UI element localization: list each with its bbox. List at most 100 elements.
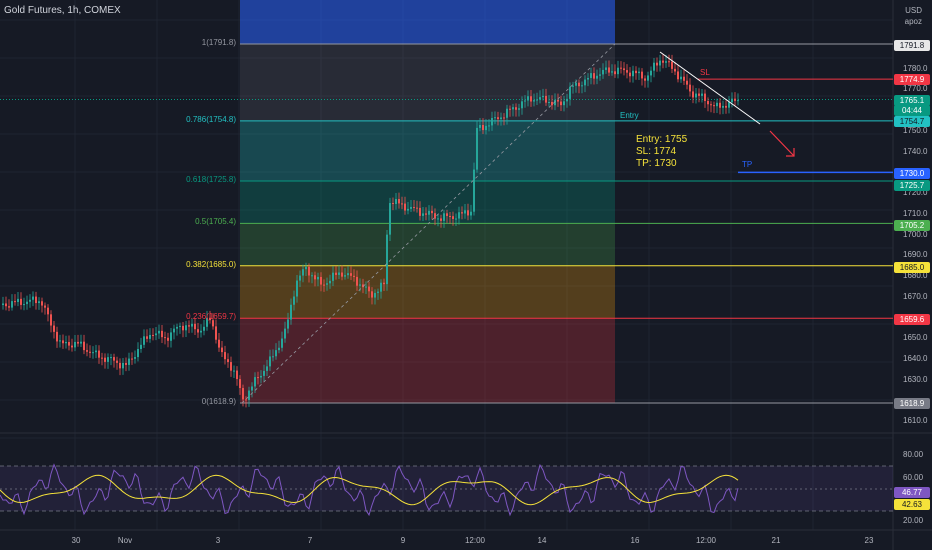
candle-body xyxy=(92,352,94,354)
candle-body xyxy=(560,101,562,106)
candle-body xyxy=(686,80,688,85)
fib-label: 0.236(1659.7) xyxy=(186,312,236,322)
candle-body xyxy=(350,273,352,276)
symbol-title[interactable]: Gold Futures, 1h, COMEX xyxy=(4,5,121,16)
candle-body xyxy=(305,266,307,270)
candle-body xyxy=(254,377,256,387)
time-tick: 30 xyxy=(71,536,81,545)
candle-body xyxy=(206,317,208,327)
candle-body xyxy=(578,82,580,87)
candle-body xyxy=(158,330,160,334)
candle-body xyxy=(455,218,457,220)
candle-body xyxy=(467,210,469,216)
candle-body xyxy=(731,98,733,103)
candle-body xyxy=(122,362,124,369)
candle-body xyxy=(347,273,349,276)
candle-body xyxy=(551,101,553,106)
candle-body xyxy=(443,213,445,221)
candle-body xyxy=(50,314,52,326)
candle-body xyxy=(263,370,265,376)
candle-body xyxy=(464,210,466,214)
candle-body xyxy=(419,207,421,216)
price-tick: 1750.0 xyxy=(903,125,928,135)
candle-body xyxy=(677,71,679,80)
fib-zone xyxy=(240,120,615,182)
candle-body xyxy=(593,73,595,79)
candle-body xyxy=(611,71,613,73)
candle-body xyxy=(311,275,313,277)
candle-body xyxy=(197,329,199,333)
fib-zone xyxy=(240,0,615,44)
time-tick: 7 xyxy=(307,536,313,545)
candle-body xyxy=(485,125,487,131)
candle-body xyxy=(434,213,436,219)
rsi-band xyxy=(0,466,893,511)
candle-body xyxy=(689,84,691,92)
candle-body xyxy=(416,207,418,209)
candle-body xyxy=(476,127,478,170)
fib-zone xyxy=(240,181,615,224)
candle-body xyxy=(215,326,217,340)
last-price-tag: 1765.1 xyxy=(894,95,930,106)
candle-body xyxy=(383,282,385,285)
candle-body xyxy=(452,216,454,220)
candle-body xyxy=(482,124,484,131)
candle-body xyxy=(188,325,190,327)
candle-body xyxy=(209,317,211,321)
candle-body xyxy=(128,358,130,365)
candle-body xyxy=(317,276,319,280)
candle-body xyxy=(728,102,730,108)
candle-body xyxy=(173,328,175,333)
candle-body xyxy=(308,266,310,276)
candle-body xyxy=(557,99,559,102)
candle-body xyxy=(653,62,655,71)
candle-body xyxy=(329,280,331,284)
candle-body xyxy=(101,357,103,359)
candle-body xyxy=(497,117,499,120)
fib-label: 0.5(1705.4) xyxy=(195,217,236,227)
candle-body xyxy=(440,218,442,221)
candle-body xyxy=(650,70,652,76)
candle-body xyxy=(302,269,304,276)
candle-body xyxy=(389,203,391,235)
time-tick: 9 xyxy=(400,536,406,545)
candle-body xyxy=(338,272,340,275)
candle-body xyxy=(641,71,643,79)
candle-body xyxy=(704,93,706,101)
candle-body xyxy=(284,328,286,339)
candle-body xyxy=(26,301,28,305)
candle-body xyxy=(251,386,253,391)
candle-body xyxy=(722,105,724,108)
candle-body xyxy=(224,352,226,360)
candle-body xyxy=(668,61,670,63)
price-tick: 1670.0 xyxy=(903,291,928,301)
candle-body xyxy=(41,301,43,306)
candle-body xyxy=(269,356,271,367)
candle-body xyxy=(626,70,628,73)
fib-label: 0(1618.9) xyxy=(201,397,236,406)
fib-zone xyxy=(240,318,615,403)
candle-body xyxy=(2,303,4,305)
time-tick: 21 xyxy=(771,536,781,545)
rsi-tick: 60.00 xyxy=(903,473,924,482)
candle-body xyxy=(290,304,292,320)
candle-body xyxy=(707,100,709,105)
candle-body xyxy=(110,357,112,359)
candle-body xyxy=(575,82,577,86)
candle-body xyxy=(491,117,493,126)
candle-body xyxy=(635,70,637,74)
candle-body xyxy=(647,75,649,81)
fib-label: 0.786(1754.8) xyxy=(186,114,236,124)
trend-line xyxy=(659,51,761,125)
candle-body xyxy=(11,301,13,308)
currency-label[interactable]: USD xyxy=(905,6,922,15)
note-tp: TP: 1730 xyxy=(636,158,677,169)
candle-body xyxy=(719,102,721,108)
candle-body xyxy=(566,98,568,102)
candle-body xyxy=(275,350,277,357)
candle-body xyxy=(29,299,31,302)
sl-tag: 1774.9 xyxy=(894,74,930,85)
candle-body xyxy=(116,360,118,363)
candle-body xyxy=(8,306,10,308)
